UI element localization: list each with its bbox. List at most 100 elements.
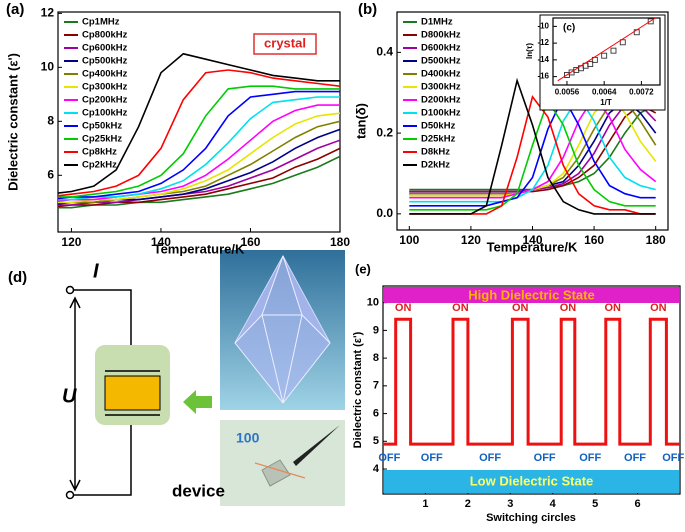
electrode	[105, 370, 160, 416]
plot-points	[557, 18, 656, 82]
on-label: ON	[512, 302, 529, 314]
y-tick-label: 9	[373, 324, 379, 336]
off-label: OFF	[421, 452, 443, 464]
on-label: ON	[605, 302, 622, 314]
legend-label: Cp600kHz	[82, 43, 128, 54]
plot-lines	[58, 52, 340, 209]
x-tick-label: 160	[240, 235, 260, 249]
voltage-arrow	[69, 296, 81, 492]
wire	[73, 289, 132, 496]
y-tick-label: 8	[373, 352, 379, 364]
panel-label: (c)	[563, 23, 575, 34]
legend-label: Cp100kHz	[82, 108, 128, 119]
y-axis-label: tan(δ)	[353, 103, 368, 139]
x-tick-label: 140	[151, 235, 171, 249]
panel-label: (b)	[358, 1, 377, 18]
x-tick-label: 6	[635, 498, 641, 510]
x-tick-label: 140	[522, 233, 542, 247]
panel-label: (e)	[355, 261, 371, 276]
crystal-sample	[261, 459, 291, 487]
face-mark	[254, 462, 306, 479]
y-tick-label: 0.2	[376, 125, 393, 139]
series-line	[409, 77, 656, 215]
y-tick-label: -10	[537, 21, 549, 30]
y-tick-label: 0.4	[376, 45, 393, 59]
plot-lines	[409, 77, 657, 215]
terminal	[65, 490, 75, 500]
y-tick-label: 4	[373, 463, 380, 475]
series-line	[58, 147, 340, 208]
y-tick-label: -16	[537, 72, 549, 81]
y-axis-label: Dielectric constant (ε')	[5, 53, 20, 191]
on-label: ON	[650, 302, 667, 314]
y-tick-label: 0.0	[376, 206, 393, 220]
terminal	[65, 285, 75, 295]
legend-label: Cp800kHz	[82, 30, 128, 41]
legend-label: Cp25kHz	[82, 134, 122, 145]
legend-label: D100kHz	[421, 108, 461, 119]
series-line	[58, 120, 340, 204]
voltage-label: U	[62, 385, 77, 407]
legend-label: D200kHz	[421, 95, 461, 106]
x-tick-label: 120	[461, 233, 481, 247]
x-axis-label: Temperature/K	[154, 241, 245, 256]
legend-label: Cp300kHz	[82, 82, 128, 93]
face-label: 100	[236, 430, 260, 446]
legend-label: Cp500kHz	[82, 56, 128, 67]
inset-frame	[539, 14, 666, 111]
crystal-shape	[234, 254, 331, 404]
legend-label: D50kHz	[421, 121, 456, 132]
series-line	[58, 104, 340, 203]
plot-frame	[382, 285, 681, 495]
off-label: OFF	[662, 452, 684, 464]
panel-label: (d)	[8, 269, 27, 286]
legend-label: D400kHz	[421, 69, 461, 80]
series-line	[409, 95, 656, 207]
y-tick-label: 5	[373, 435, 379, 447]
y-tick-label: 10	[41, 60, 55, 74]
on-label: ON	[452, 302, 469, 314]
x-tick-label: 1	[422, 498, 428, 510]
y-tick-label: 6	[373, 407, 379, 419]
legend-label: D800kHz	[421, 30, 461, 41]
legend-label: Cp200kHz	[82, 95, 128, 106]
point	[647, 18, 654, 25]
on-label: ON	[560, 302, 577, 314]
x-tick-label: 180	[646, 233, 666, 247]
y-tick-label: -12	[537, 38, 549, 47]
fit-line	[557, 18, 656, 82]
legend-label: Cp400kHz	[82, 69, 128, 80]
legend-label: Cp8kHz	[82, 147, 117, 158]
y-tick-label: 6	[47, 167, 54, 181]
circuit-diagram	[65, 285, 132, 500]
off-label: OFF	[579, 452, 601, 464]
legend-label: D25kHz	[421, 134, 456, 145]
point	[619, 39, 626, 46]
x-tick-label: 0.0064	[592, 87, 617, 96]
legend-label: D1MHz	[421, 17, 453, 28]
x-axis-label: Switching circles	[486, 512, 576, 524]
series-line	[409, 95, 656, 203]
low-state-label: Low Dielectric State	[470, 473, 594, 488]
x-tick-label: 180	[330, 235, 350, 249]
arrow	[183, 390, 212, 414]
annotation-box	[253, 33, 317, 55]
legend-label: Cp2kHz	[82, 160, 117, 171]
x-tick-label: 0.0056	[555, 87, 580, 96]
off-label: OFF	[624, 452, 646, 464]
device-label: device	[172, 481, 225, 500]
y-tick-label: -14	[537, 55, 549, 64]
series-line	[58, 52, 340, 194]
point	[601, 52, 608, 59]
device	[104, 375, 161, 411]
plot-frame	[552, 17, 661, 86]
y-tick-label: 7	[373, 380, 379, 392]
y-axis-label: ln(τ)	[525, 43, 534, 59]
legend-label: Cp50kHz	[82, 121, 122, 132]
x-tick-label: 160	[584, 233, 604, 247]
off-label: OFF	[479, 452, 501, 464]
series-line	[58, 90, 340, 200]
x-tick-label: 3	[507, 498, 513, 510]
